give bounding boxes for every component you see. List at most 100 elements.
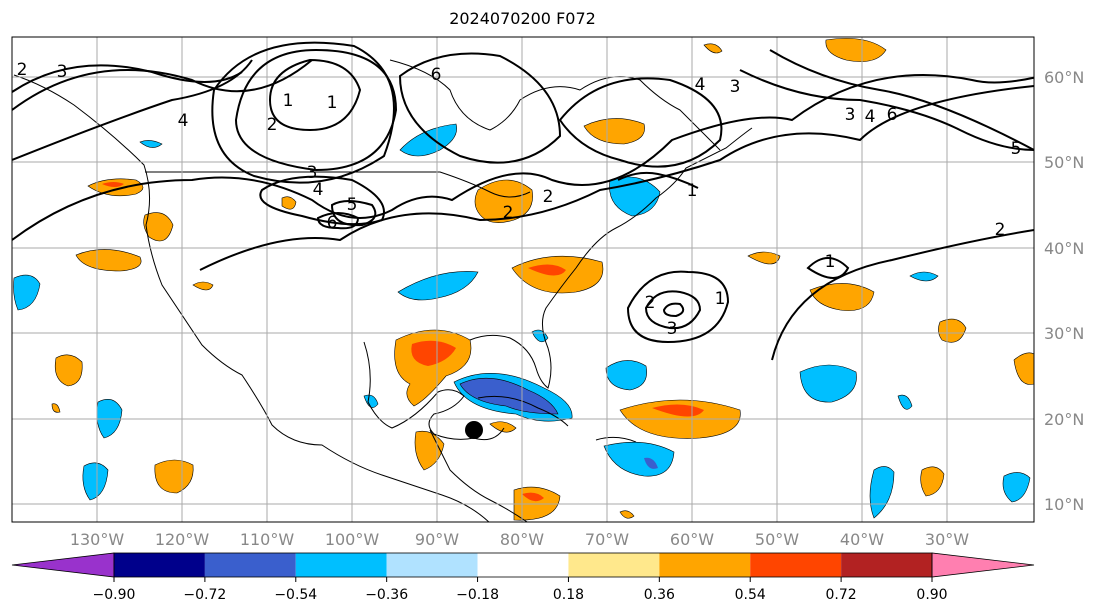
anomaly-positive xyxy=(154,459,194,494)
contour-line xyxy=(558,77,723,168)
longitude-label: 90°W xyxy=(415,530,459,549)
latitude-label: 10°N xyxy=(1044,495,1084,514)
anomaly-positive xyxy=(281,196,297,210)
contour-label: 2 xyxy=(17,60,28,80)
anomaly-positive xyxy=(583,118,645,145)
anomaly-negative xyxy=(397,271,479,301)
coastline-florida xyxy=(469,127,753,389)
contour-label: 6 xyxy=(887,105,898,125)
anomaly-positive xyxy=(54,354,83,387)
contour-line xyxy=(617,171,699,189)
colorbar-tick-labels: −0.90 −0.72 −0.54 −0.36 −0.18 0.18 0.36 0.54 0.7… xyxy=(93,577,948,603)
colorbar-segment xyxy=(114,553,205,577)
contour-line xyxy=(234,48,398,172)
colorbar-frame xyxy=(113,552,933,578)
contour-line xyxy=(259,175,385,226)
anomaly-positive xyxy=(87,178,144,197)
contour-label: 4 xyxy=(178,111,189,131)
central-america xyxy=(429,429,528,522)
anomaly-negative xyxy=(603,441,675,477)
colorbar-tick-label: 0.72 xyxy=(826,587,857,603)
colorbar-max-extend xyxy=(931,552,1035,578)
storm-center-dot xyxy=(465,421,483,439)
contour-line xyxy=(644,290,702,330)
colorbar-segment xyxy=(659,553,751,577)
anomaly-positive xyxy=(192,281,214,291)
anomaly-shading xyxy=(13,38,1034,521)
contour-label: 3 xyxy=(57,62,68,82)
longitude-label: 130°W xyxy=(70,530,125,549)
anomaly-negative xyxy=(869,466,895,519)
anomaly-positive xyxy=(1013,352,1034,385)
contour-line xyxy=(268,58,362,132)
contour-label: 3 xyxy=(730,77,741,97)
anomaly-negative xyxy=(1002,472,1031,503)
anomaly-positive-core xyxy=(102,182,124,187)
contour-label: 4 xyxy=(313,180,324,200)
colorbar-tick-label: 0.90 xyxy=(916,587,947,603)
anomaly-negative xyxy=(897,394,913,410)
colorbar-segment xyxy=(568,553,660,577)
contour-label: 3 xyxy=(845,105,856,125)
contour-label: 2 xyxy=(503,203,514,223)
longitude-label: 100°W xyxy=(325,530,380,549)
contour-label: 3 xyxy=(307,163,318,183)
contour-line xyxy=(771,229,1034,361)
cuba xyxy=(477,395,569,427)
contour-line xyxy=(12,59,253,161)
colorbar-tick-label: −0.54 xyxy=(274,587,317,603)
colorbar-tick-label: 0.36 xyxy=(644,587,675,603)
longitude-label: 80°W xyxy=(500,530,544,549)
contour-line xyxy=(316,212,360,230)
contour-label: 3 xyxy=(667,319,678,339)
latitude-label: 30°N xyxy=(1044,324,1084,343)
anomaly-positive xyxy=(825,38,887,62)
plot-frame xyxy=(11,36,1035,523)
contour-label: 2 xyxy=(645,293,656,313)
colorbar-tick-label: 0.54 xyxy=(735,587,766,603)
lat-lon-grid xyxy=(12,37,1034,522)
anomaly-positive xyxy=(489,421,517,433)
contour-line xyxy=(806,257,850,279)
contour-line xyxy=(626,270,730,344)
anomaly-positive xyxy=(619,510,635,519)
colorbar xyxy=(11,552,1035,578)
contour-label: 1 xyxy=(283,91,294,111)
colorbar-segment xyxy=(204,553,296,577)
anomaly-positive xyxy=(414,430,445,471)
contour-label: 2 xyxy=(995,220,1006,240)
anomaly-negative xyxy=(13,274,41,311)
longitude-label: 70°W xyxy=(585,530,629,549)
anomaly-positive xyxy=(51,403,61,413)
contour-label: 6 xyxy=(327,213,338,233)
colorbar-tick-label: −0.18 xyxy=(456,587,499,603)
latitude-labels: 60°N 50°N 40°N 30°N 20°N 10°N xyxy=(1044,68,1084,514)
anomaly-positive xyxy=(75,249,142,272)
latitude-label: 40°N xyxy=(1044,239,1084,258)
anomaly-negative-core xyxy=(459,377,559,415)
anomaly-positive xyxy=(747,251,781,265)
coastline-gulf xyxy=(363,341,505,441)
anomaly-positive-core xyxy=(411,340,456,366)
colorbar-min-extend xyxy=(11,552,115,578)
colorbar-tick-label: −0.36 xyxy=(365,587,408,603)
anomaly-negative xyxy=(363,394,379,408)
longitude-label: 120°W xyxy=(155,530,210,549)
longitude-label: 40°W xyxy=(840,530,884,549)
contour-label: 4 xyxy=(865,107,876,127)
latitude-label: 60°N xyxy=(1044,68,1084,87)
colorbar-segment xyxy=(841,553,932,577)
colorbar-tick-label: −0.90 xyxy=(93,587,136,603)
anomaly-positive-core xyxy=(652,404,704,417)
map-title: 2024070200 F072 xyxy=(449,9,596,28)
colorbar-tick-label: 0.18 xyxy=(553,587,584,603)
longitude-label: 50°W xyxy=(755,530,799,549)
contour-label: 2 xyxy=(267,115,278,135)
colorbar-tick-label: −0.72 xyxy=(183,587,226,603)
hispaniola xyxy=(595,436,637,443)
colorbar-segment xyxy=(295,553,387,577)
contour-line xyxy=(12,59,313,111)
contour-line xyxy=(662,302,685,318)
longitude-label: 30°W xyxy=(925,530,969,549)
